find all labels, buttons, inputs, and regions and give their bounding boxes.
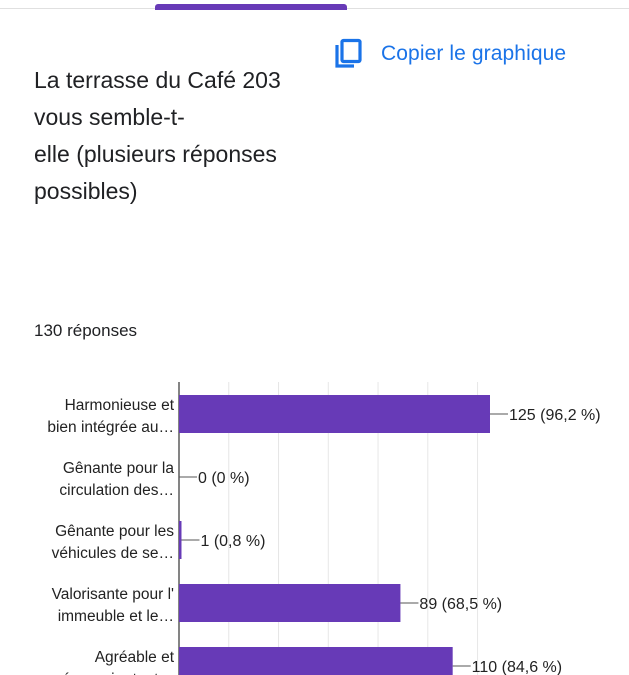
category-label: nécessaire tout… xyxy=(53,671,174,675)
response-count: 130 réponses xyxy=(34,321,138,340)
bar xyxy=(179,521,182,559)
bar xyxy=(179,647,453,675)
category-label: Valorisante pour l' xyxy=(52,586,174,603)
active-tab-indicator xyxy=(155,4,347,10)
bar xyxy=(179,584,401,622)
category-label: Harmonieuse et xyxy=(65,397,175,414)
category-label: Agréable et xyxy=(95,649,175,666)
data-label: 89 (68,5 %) xyxy=(419,596,502,613)
data-label: 125 (96,2 %) xyxy=(509,407,601,424)
data-label: 0 (0 %) xyxy=(198,470,250,487)
bar-chart: Harmonieuse et bien intégrée au… 125 (96,2… xyxy=(47,382,601,675)
data-label: 1 (0,8 %) xyxy=(200,533,265,550)
data-label: 110 (84,6 %) xyxy=(472,659,562,675)
copy-chart-button[interactable]: Copier le graphique xyxy=(333,36,566,72)
copy-chart-label: Copier le graphique xyxy=(381,42,567,65)
bar xyxy=(179,395,490,433)
copy-icon xyxy=(335,38,362,68)
category-label: Gênante pour la xyxy=(63,460,175,477)
category-label: bien intégrée au… xyxy=(47,419,174,436)
category-label: véhicules de se… xyxy=(52,545,174,562)
category-label: immeuble et le… xyxy=(58,608,174,625)
category-label: circulation des… xyxy=(59,482,174,499)
question-title: La terrasse du Café 203 vous semble-t- e… xyxy=(34,67,281,204)
category-label: Gênante pour les xyxy=(55,523,174,540)
